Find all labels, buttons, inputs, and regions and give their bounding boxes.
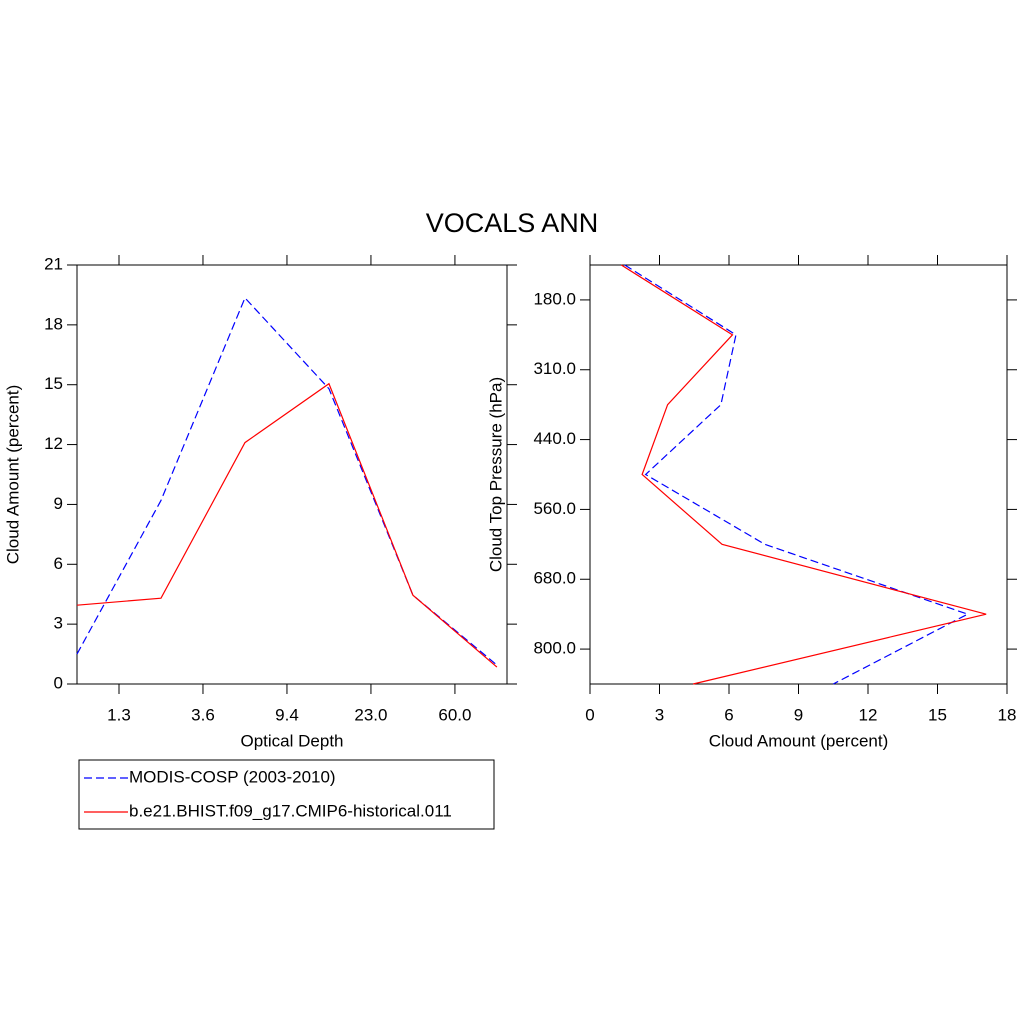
- series-line: [76, 382, 498, 668]
- x-tick-label: 18: [998, 705, 1017, 724]
- x-tick-label: 9: [794, 705, 803, 724]
- x-tick-label: 3: [655, 705, 664, 724]
- y-tick-label: 6: [54, 554, 63, 573]
- figure-title: VOCALS ANN: [426, 208, 599, 238]
- legend-box: [78, 759, 495, 830]
- y-tick-label: 440.0: [533, 429, 576, 448]
- y-axis-label: Cloud Top Pressure (hPa): [486, 377, 505, 572]
- series-line: [624, 264, 970, 685]
- x-axis-label: Cloud Amount (percent): [709, 731, 889, 750]
- y-tick-label: 3: [54, 614, 63, 633]
- y-tick-label: 9: [54, 494, 63, 513]
- x-tick-label: 60.0: [438, 705, 471, 724]
- x-axis-label: Optical Depth: [241, 731, 344, 750]
- legend-label: MODIS-COSP (2003-2010): [129, 767, 336, 786]
- y-tick-label: 180.0: [533, 289, 576, 308]
- plot-frame: [76, 264, 508, 685]
- x-tick-label: 3.6: [191, 705, 215, 724]
- x-tick-label: 9.4: [275, 705, 299, 724]
- legend-label: b.e21.BHIST.f09_g17.CMIP6-historical.011: [129, 801, 452, 820]
- y-tick-label: 680.0: [533, 569, 576, 588]
- y-tick-label: 560.0: [533, 499, 576, 518]
- x-tick-label: 12: [859, 705, 878, 724]
- y-axis-label: Cloud Amount (percent): [3, 385, 22, 565]
- y-tick-label: 15: [44, 374, 63, 393]
- y-tick-label: 0: [54, 673, 63, 692]
- y-tick-label: 310.0: [533, 359, 576, 378]
- y-tick-label: 21: [44, 254, 63, 273]
- series-line: [76, 296, 498, 666]
- x-tick-label: 15: [928, 705, 947, 724]
- x-tick-label: 23.0: [354, 705, 387, 724]
- x-tick-label: 1.3: [107, 705, 131, 724]
- y-tick-label: 12: [44, 434, 63, 453]
- plot-frame: [589, 264, 1008, 685]
- x-tick-label: 6: [724, 705, 733, 724]
- x-tick-label: 0: [585, 705, 594, 724]
- y-tick-label: 18: [44, 314, 63, 333]
- y-tick-label: 800.0: [533, 639, 576, 658]
- series-line: [620, 264, 987, 685]
